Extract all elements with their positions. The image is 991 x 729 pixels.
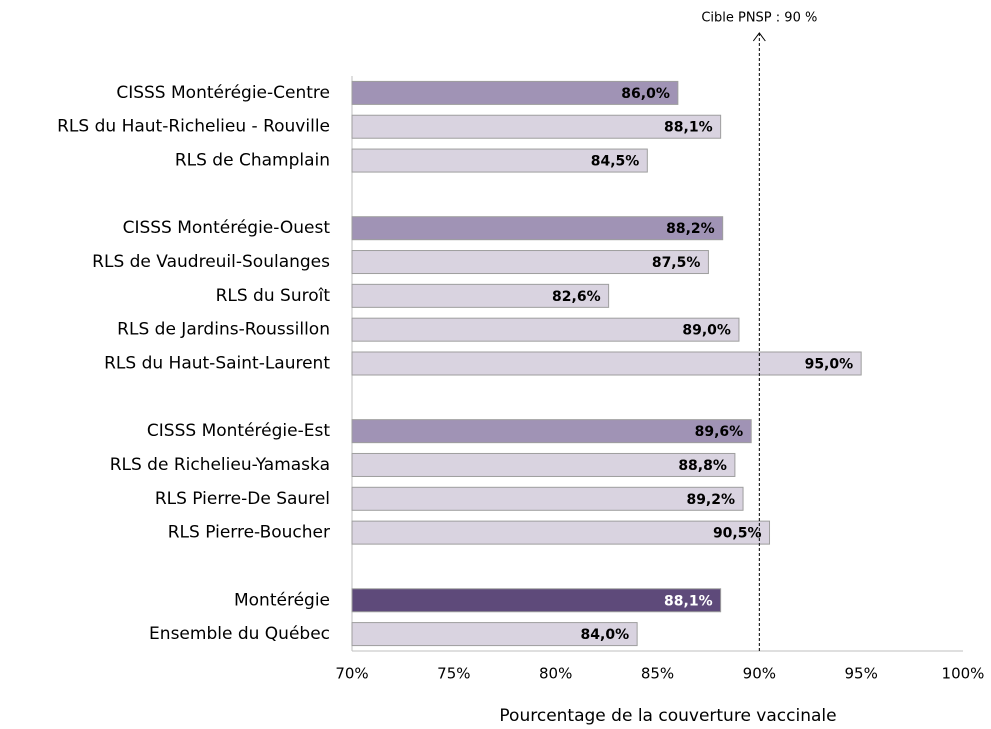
y-tick-label: Montérégie (234, 590, 330, 610)
bar (351, 80, 679, 105)
bar (351, 452, 736, 477)
bar (351, 114, 722, 139)
bar (351, 216, 724, 241)
bar-value-label: 88,1% (664, 593, 713, 609)
bar-value-label: 86,0% (621, 86, 670, 102)
x-tick-label: 95% (844, 665, 877, 683)
bar-value-label: 88,2% (666, 221, 715, 237)
x-tick-label: 100% (942, 665, 985, 683)
x-tick-label: 90% (743, 665, 776, 683)
x-axis-label: Pourcentage de la couverture vaccinale (499, 706, 836, 726)
x-tick-label: 75% (437, 665, 470, 683)
bar (351, 317, 740, 342)
bar-value-label: 82,6% (552, 289, 601, 305)
bar-value-label: 95,0% (805, 357, 854, 373)
bar (351, 419, 752, 444)
bar-value-label: 88,1% (664, 120, 713, 136)
bar-value-label: 89,2% (686, 492, 735, 508)
bar (351, 351, 862, 376)
bar-value-label: 84,5% (591, 154, 640, 170)
target-label: Cible PNSP : 90 % (701, 11, 817, 26)
x-tick-label: 80% (539, 665, 572, 683)
bar-value-label: 90,5% (713, 526, 762, 542)
y-tick-label: RLS de Jardins-Roussillon (117, 320, 330, 340)
bar-value-label: 89,0% (682, 323, 731, 339)
x-tick-label: 70% (335, 665, 368, 683)
bar-value-label: 88,8% (678, 458, 727, 474)
y-tick-label: Ensemble du Québec (149, 624, 330, 644)
bar (351, 250, 709, 275)
bar (351, 283, 610, 308)
target-arrow (752, 32, 766, 42)
y-tick-label: RLS du Haut-Saint-Laurent (104, 354, 330, 374)
bar-value-label: 84,0% (581, 627, 630, 643)
y-tick-label: RLS de Richelieu-Yamaska (110, 455, 330, 475)
y-tick-label: CISSS Montérégie-Est (147, 421, 330, 441)
bar-value-label: 89,6% (695, 424, 744, 440)
x-tick-label: 85% (641, 665, 674, 683)
bar (351, 520, 771, 545)
y-tick-label: CISSS Montérégie-Centre (116, 83, 330, 103)
y-tick-label: RLS Pierre-De Saurel (155, 489, 330, 509)
bar (351, 148, 648, 173)
y-tick-label: RLS du Haut-Richelieu - Rouville (57, 117, 330, 137)
bar (351, 622, 638, 647)
bar-value-label: 87,5% (652, 255, 701, 271)
y-tick-label: RLS du Suroît (216, 286, 331, 306)
y-tick-label: CISSS Montérégie-Ouest (123, 218, 331, 238)
bar (351, 486, 744, 511)
bar (351, 588, 722, 613)
y-tick-label: RLS de Vaudreuil-Soulanges (92, 252, 330, 272)
y-tick-label: RLS Pierre-Boucher (168, 523, 330, 543)
y-tick-label: RLS de Champlain (175, 151, 330, 171)
